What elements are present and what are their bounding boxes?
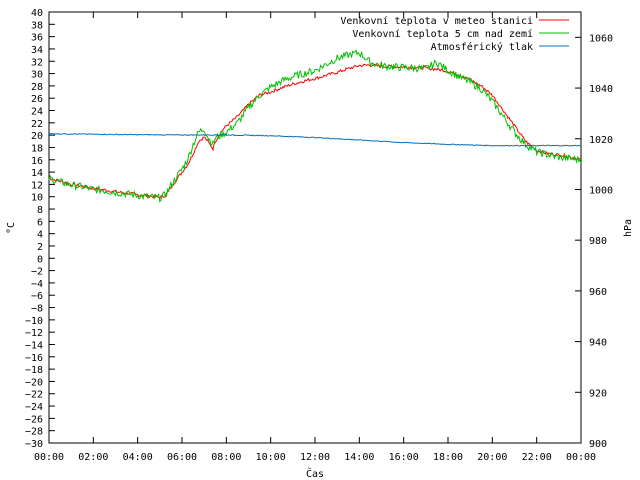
legend: Venkovní teplota v meteo staniciVenkovní… (340, 15, 569, 53)
y-tick-label: −28 (25, 427, 43, 438)
x-axis-ticks: 00:00 02:00 04:00 06:00 08:00 10:00 12:00 14:00… (34, 12, 596, 463)
y-tick-label: 24 (31, 107, 43, 118)
y2-tick-label: 1040 (589, 84, 613, 95)
plot-frame (48, 11, 582, 444)
x-tick-label: 20:00 (477, 452, 507, 463)
y-tick-label: 18 (31, 143, 43, 154)
y-tick-label: −26 (25, 414, 43, 425)
chart-axes (48, 11, 582, 444)
x-axis-label: Čas (306, 467, 324, 480)
y-tick-label: −16 (25, 353, 43, 364)
y-tick-label: −18 (25, 365, 43, 376)
x-tick-label: 02:00 (78, 452, 108, 463)
y2-axis-label: hPa (623, 219, 634, 237)
legend-label: Venkovní teplota v meteo stanici (340, 15, 533, 27)
y2-tick-label: 920 (589, 388, 607, 399)
y-tick-label: 8 (37, 205, 43, 216)
y-axis-ticks: 4038363432302826242220181614121086420−2−… (25, 8, 55, 450)
y-tick-label: −8 (31, 304, 43, 315)
y-tick-label: −6 (31, 291, 43, 302)
y-tick-label: 10 (31, 193, 43, 204)
y-tick-label: −12 (25, 328, 43, 339)
y-tick-label: −4 (31, 279, 43, 290)
y-tick-label: −2 (31, 267, 43, 278)
x-tick-label: 06:00 (167, 452, 197, 463)
y-tick-label: 4 (37, 230, 43, 241)
series-line-1 (48, 63, 582, 200)
y-tick-label: −22 (25, 390, 43, 401)
legend-label: Venkovní teplota 5 cm nad zemí (352, 28, 533, 40)
y-tick-label: 0 (37, 254, 43, 265)
y-tick-label: 26 (31, 94, 43, 105)
y2-tick-label: 940 (589, 338, 607, 349)
x-tick-label: 12:00 (300, 452, 330, 463)
y-tick-label: −14 (25, 340, 43, 351)
series-lines (48, 49, 582, 203)
x-tick-label: 14:00 (344, 452, 374, 463)
y2-tick-label: 1020 (589, 135, 613, 146)
series-line-2 (48, 49, 582, 203)
y2-tick-label: 1060 (589, 33, 613, 44)
y-tick-label: 16 (31, 156, 43, 167)
y-tick-label: −24 (25, 402, 43, 413)
x-tick-label: 08:00 (211, 452, 241, 463)
x-tick-label: 04:00 (123, 452, 153, 463)
y-tick-label: 28 (31, 82, 43, 93)
x-tick-label: 00:00 (34, 452, 64, 463)
series-line-3 (48, 132, 582, 147)
y2-axis-ticks: 1060 1040 1020 1000 980 960 940 920 900 (575, 33, 613, 450)
y-tick-label: 38 (31, 20, 43, 31)
y-tick-label: 20 (31, 131, 43, 142)
x-tick-label: 10:00 (256, 452, 286, 463)
y-tick-label: 14 (31, 168, 43, 179)
y-axis-label: °C (6, 222, 17, 234)
y2-tick-label: 960 (589, 287, 607, 298)
x-tick-label: 16:00 (389, 452, 419, 463)
y-tick-label: 34 (31, 45, 43, 56)
y-tick-label: 40 (31, 8, 43, 19)
y-tick-label: −20 (25, 377, 43, 388)
y-tick-label: 30 (31, 70, 43, 81)
y2-tick-label: 1000 (589, 185, 613, 196)
y-tick-label: 6 (37, 217, 43, 228)
y-tick-label: 32 (31, 57, 43, 68)
y2-tick-label: 980 (589, 236, 607, 247)
y-tick-label: 36 (31, 33, 43, 44)
y-tick-label: −10 (25, 316, 43, 327)
x-tick-label: 00:00 (566, 452, 596, 463)
y2-tick-label: 900 (589, 439, 607, 450)
y-tick-label: 22 (31, 119, 43, 130)
y-tick-label: −30 (25, 439, 43, 450)
y-tick-label: 2 (37, 242, 43, 253)
legend-label: Atmosférický tlak (431, 41, 533, 53)
y-tick-label: 12 (31, 180, 43, 191)
x-tick-label: 22:00 (522, 452, 552, 463)
x-tick-label: 18:00 (433, 452, 463, 463)
